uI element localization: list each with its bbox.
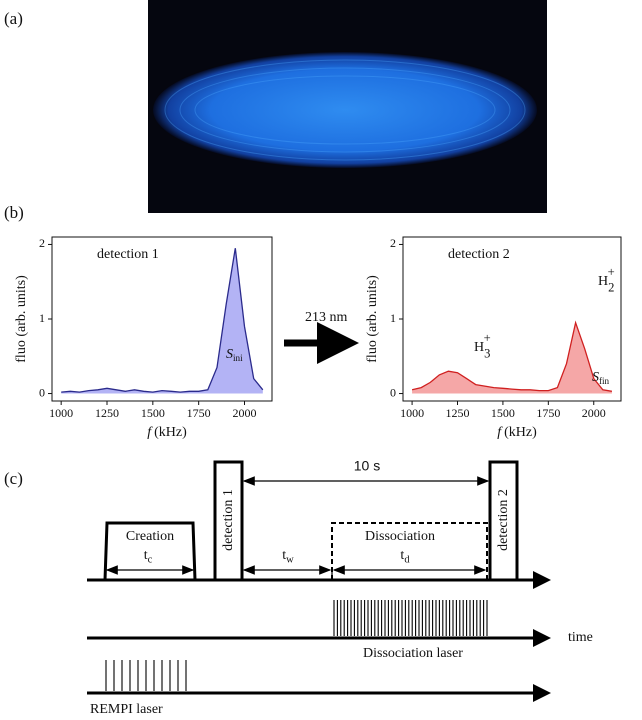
symbol: H (598, 274, 608, 289)
symbol: t (282, 548, 286, 563)
symbol: t (144, 548, 148, 563)
subscript: w (286, 555, 294, 566)
subscript: d (404, 555, 410, 566)
ion-crystal (153, 52, 537, 168)
y-tick-label: 0 (390, 385, 396, 399)
area (61, 248, 263, 394)
x-axis-label: f (kHz) (497, 425, 537, 440)
line (61, 248, 264, 393)
crystal-shells (164, 59, 526, 161)
diagram-label: detection 2 (496, 489, 511, 551)
peak-label: H3+ (474, 331, 491, 360)
timing-diagram: Creation detection 1 detection 2 10 s Dissoc… (87, 458, 593, 717)
y-axis-label: fluo (arb. units) (365, 275, 380, 363)
y-axis-label: fluo (arb. units) (14, 275, 29, 363)
subscript: ini (233, 353, 243, 363)
annotation: detection 2 (448, 247, 510, 262)
panel-label: (a) (4, 9, 23, 28)
diagram-label: time (568, 630, 593, 645)
superscript: + (484, 331, 491, 345)
x-tick-label: 1250 (95, 406, 119, 420)
x-tick-label: 1000 (49, 406, 73, 420)
diagram-label: detection 1 (221, 489, 236, 551)
y-tick-label: 1 (39, 311, 45, 325)
diagram-label: REMPI laser (90, 702, 163, 717)
diagram-label: Dissociation laser (363, 646, 463, 661)
y-tick-label: 0 (39, 385, 45, 399)
superscript: + (608, 265, 615, 279)
diagram-label: tw (282, 548, 294, 566)
diagram-label: tc (144, 548, 153, 566)
subscript: 2 (608, 280, 614, 294)
signal-label: Sini (226, 347, 243, 363)
panel-label: (b) (4, 203, 24, 222)
subscript: 3 (484, 346, 490, 360)
diagram-label: Creation (126, 529, 174, 544)
symbol: f (497, 425, 503, 440)
subscript: fin (599, 376, 610, 386)
arrow-label: 213 nm (305, 310, 348, 325)
y-tick-label: 2 (39, 236, 45, 250)
x-tick-label: 1750 (536, 406, 560, 420)
symbol: S (592, 370, 599, 385)
line (411, 320, 613, 392)
text: (kHz) (154, 425, 187, 440)
peak-label: H2+ (598, 265, 615, 294)
signal-label: Sfin (592, 370, 610, 386)
symbol: S (226, 347, 233, 362)
symbol: H (474, 340, 484, 355)
x-tick-label: 1750 (187, 406, 211, 420)
symbol: t (400, 548, 404, 563)
area (412, 322, 612, 394)
symbol: f (147, 425, 153, 440)
annotation: detection 1 (97, 247, 159, 262)
x-tick-label: 1500 (141, 406, 165, 420)
y-tick-label: 2 (390, 236, 396, 250)
x-tick-label: 2000 (582, 406, 606, 420)
diagram-label: td (400, 548, 410, 566)
y-tick-label: 1 (390, 311, 396, 325)
x-tick-label: 2000 (233, 406, 257, 420)
x-axis-label: f (kHz) (147, 425, 187, 440)
subscript: c (148, 555, 153, 566)
diagram-label: Dissociation (365, 529, 435, 544)
text: (kHz) (504, 425, 537, 440)
x-tick-label: 1500 (491, 406, 515, 420)
x-tick-label: 1000 (400, 406, 424, 420)
diagram-label: 10 s (354, 458, 380, 474)
panel-label: (c) (4, 469, 23, 488)
x-tick-label: 1250 (446, 406, 470, 420)
